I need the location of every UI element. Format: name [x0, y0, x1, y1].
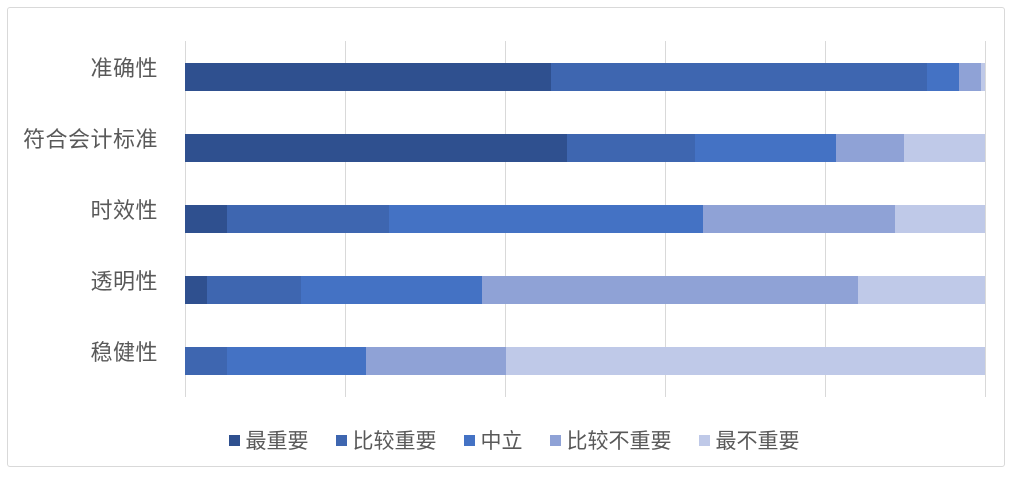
bar-segment-series5[interactable]	[505, 347, 985, 376]
bar-segment-series3[interactable]	[695, 133, 837, 162]
bar-segment-series4[interactable]	[481, 276, 858, 305]
category-label-4: 透明性	[90, 270, 158, 296]
bar-segment-series5[interactable]	[857, 276, 985, 305]
bar-segment-series2[interactable]	[566, 133, 696, 162]
legend-item-1[interactable]: 最重要	[228, 425, 309, 455]
legend-item-4[interactable]: 比较不重要	[549, 425, 672, 455]
bar-segment-series4[interactable]	[703, 205, 896, 233]
bar-segment-series1[interactable]	[185, 276, 207, 305]
bar-segment-series4[interactable]	[959, 62, 981, 91]
legend-item-5[interactable]: 最不重要	[698, 425, 800, 455]
legend-label: 比较重要	[352, 429, 437, 453]
bar-row-2	[185, 133, 985, 162]
bar-segment-series5[interactable]	[904, 133, 985, 162]
bar-segment-series5[interactable]	[895, 205, 985, 233]
bar-segment-series3[interactable]	[927, 62, 960, 91]
legend: 最重要 比较重要 中立 比较不重要 最不重要	[8, 425, 1012, 455]
legend-label: 中立	[480, 429, 523, 453]
legend-label: 最重要	[245, 429, 309, 453]
bar-segment-series1[interactable]	[185, 205, 227, 233]
legend-label: 比较不重要	[566, 429, 672, 453]
bar-segment-series2[interactable]	[226, 205, 389, 233]
category-label-5: 稳健性	[90, 341, 158, 367]
legend-item-3[interactable]: 中立	[463, 425, 523, 455]
bar-segment-series2[interactable]	[185, 347, 228, 376]
bar-segment-series1[interactable]	[185, 62, 552, 91]
category-label-2: 符合会计标准	[22, 127, 158, 153]
bar-segment-series3[interactable]	[388, 205, 704, 233]
bar-segment-series2[interactable]	[206, 276, 301, 305]
legend-label: 最不重要	[715, 429, 800, 453]
bar-segment-series2[interactable]	[551, 62, 928, 91]
bar-segment-series4[interactable]	[836, 133, 905, 162]
bar-segment-series5[interactable]	[980, 62, 985, 91]
plot-area	[184, 41, 986, 397]
bar-segment-series3[interactable]	[300, 276, 482, 305]
bar-row-5	[185, 347, 985, 376]
category-label-1: 准确性	[90, 56, 158, 82]
bar-segment-series4[interactable]	[365, 347, 506, 376]
gridline-100	[984, 41, 986, 397]
bar-row-3	[185, 205, 985, 233]
legend-swatch-icon	[335, 434, 347, 446]
bar-segment-series1[interactable]	[185, 133, 567, 162]
legend-swatch-icon	[228, 434, 240, 446]
bar-row-4	[185, 276, 985, 305]
legend-item-2[interactable]: 比较重要	[335, 425, 437, 455]
legend-swatch-icon	[549, 434, 561, 446]
legend-swatch-icon	[698, 434, 710, 446]
legend-swatch-icon	[463, 434, 475, 446]
bar-row-1	[185, 62, 985, 91]
category-label-3: 时效性	[90, 199, 158, 224]
bar-segment-series3[interactable]	[227, 347, 366, 376]
chart-frame: 最重要 比较重要 中立 比较不重要 最不重要 准确性符合会计标准时效性透明性稳健性	[7, 7, 1005, 467]
